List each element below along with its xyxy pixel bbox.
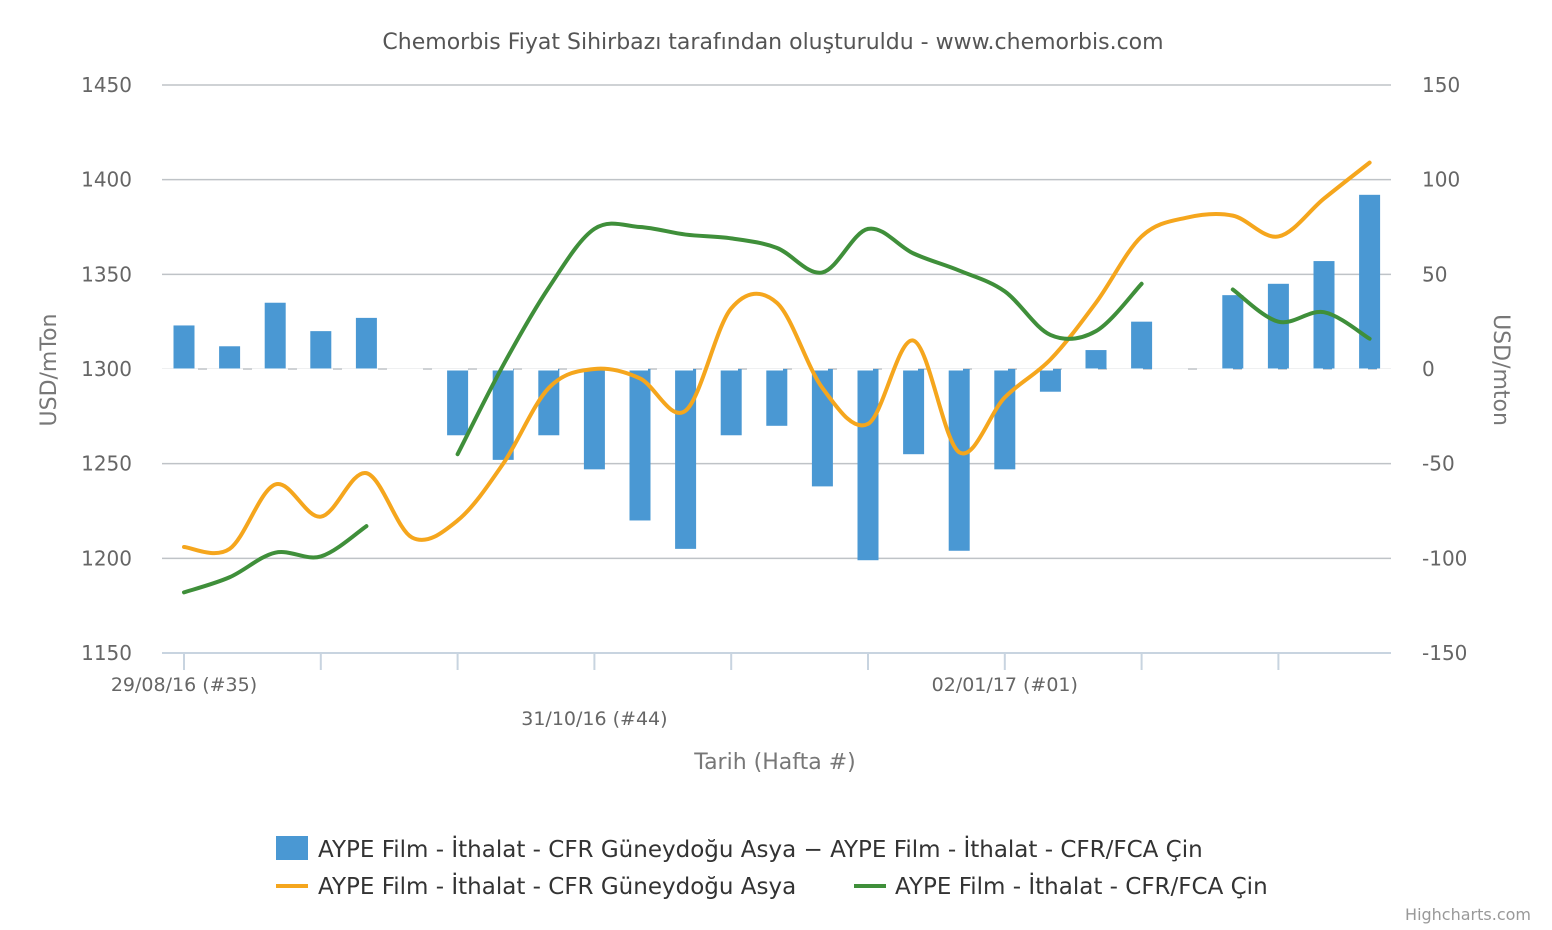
y-right-tick-label: 0 <box>1422 357 1435 381</box>
bar <box>583 369 605 470</box>
bar <box>1359 194 1381 369</box>
bar <box>173 325 195 369</box>
bar <box>948 369 970 551</box>
bar <box>355 317 377 369</box>
legend: AYPE Film - İthalat - CFR Güneydoğu Asya… <box>276 835 1268 900</box>
y-left-tick-label: 1150 <box>81 641 132 665</box>
line-series <box>182 160 1372 595</box>
legend-item-bar-diff[interactable]: AYPE Film - İthalat - CFR Güneydoğu Asya… <box>276 835 1203 863</box>
legend-label-china: AYPE Film - İthalat - CFR/FCA Çin <box>895 872 1268 900</box>
y-left-tick-label: 1450 <box>81 73 132 97</box>
bar <box>857 369 879 561</box>
legend-label-bar-diff: AYPE Film - İthalat - CFR Güneydoğu Asya… <box>318 835 1203 863</box>
x-tick-label: 29/08/16 (#35) <box>111 674 257 696</box>
y-axis-left-title: USD/mTon <box>37 314 62 427</box>
bar <box>219 346 241 369</box>
y-right-tick-label: -50 <box>1422 452 1455 476</box>
x-axis-title: Tarih (Hafta #) <box>693 750 855 775</box>
credits-label[interactable]: Highcharts.com <box>1405 905 1531 924</box>
bar <box>1313 261 1335 369</box>
bar <box>1085 350 1107 369</box>
chart-title: Chemorbis Fiyat Sihirbazı tarafından olu… <box>382 30 1163 55</box>
series-line-china <box>455 221 1144 457</box>
legend-item-china-line[interactable]: AYPE Film - İthalat - CFR/FCA Çin <box>854 872 1268 900</box>
bar <box>1267 283 1289 369</box>
y-right-tick-label: 50 <box>1422 262 1447 286</box>
y-left-tick-label: 1400 <box>81 168 132 192</box>
y-left-tick-label: 1250 <box>81 452 132 476</box>
legend-item-sea-line[interactable]: AYPE Film - İthalat - CFR Güneydoğu Asya <box>276 872 796 900</box>
series-line-china <box>1230 287 1372 341</box>
series-line-sea <box>182 160 1372 556</box>
legend-bar-symbol <box>276 836 308 860</box>
bar <box>811 369 833 487</box>
y-left-tick-label: 1200 <box>81 546 132 570</box>
series-line-china <box>182 524 369 595</box>
y-left-tick-label: 1350 <box>81 262 132 286</box>
bar <box>492 369 514 460</box>
legend-label-sea: AYPE Film - İthalat - CFR Güneydoğu Asya <box>318 872 796 900</box>
axes: 1450 150 1400 100 1350 50 1300 0 1250 -50 1200 -100… <box>81 73 1467 730</box>
y-right-tick-label: 100 <box>1422 168 1460 192</box>
bar <box>1131 321 1153 369</box>
bar <box>903 369 925 455</box>
bar <box>629 369 651 521</box>
x-tick-label: 02/01/17 (#01) <box>932 674 1078 696</box>
y-right-tick-label: 150 <box>1422 73 1460 97</box>
bar <box>264 302 286 369</box>
y-left-tick-label: 1300 <box>81 357 132 381</box>
x-tick-label: 31/10/16 (#44) <box>521 708 667 730</box>
bar <box>994 369 1016 470</box>
bar <box>310 331 332 369</box>
bar <box>1222 295 1244 369</box>
bar <box>447 369 469 436</box>
bar <box>1039 369 1061 392</box>
y-right-tick-label: -100 <box>1422 546 1467 570</box>
bar <box>720 369 742 436</box>
bar <box>675 369 697 549</box>
y-right-tick-label: -150 <box>1422 641 1467 665</box>
bar <box>766 369 788 426</box>
y-axis-right-title: USD/mton <box>1488 314 1513 426</box>
